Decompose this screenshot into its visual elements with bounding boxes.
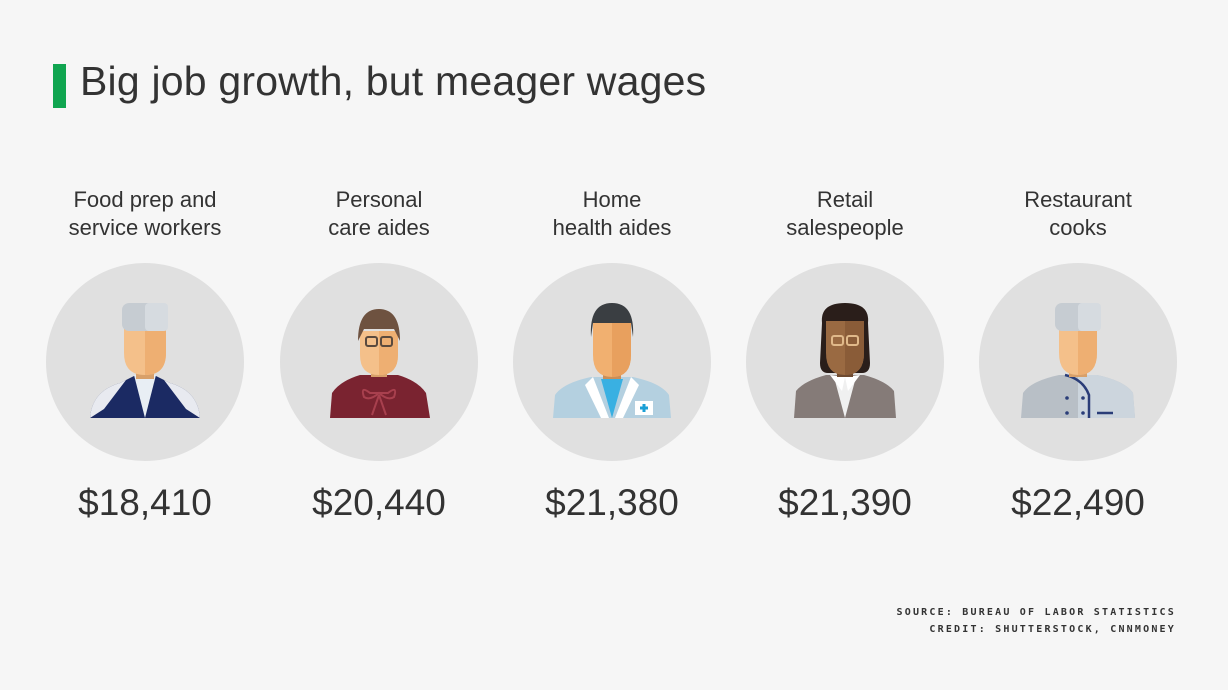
page-title: Big job growth, but meager wages xyxy=(80,58,707,104)
job-label-line1: Restaurant xyxy=(1024,187,1132,212)
saleswoman-icon xyxy=(794,303,896,418)
care-aide-woman-icon xyxy=(330,309,430,418)
chef-worker-icon xyxy=(90,303,200,418)
avatar xyxy=(513,263,711,461)
wage-value: $22,490 xyxy=(1011,482,1145,523)
job-label: Personal care aides xyxy=(262,186,496,242)
job-label: Home health aides xyxy=(495,186,729,242)
avatar xyxy=(46,263,244,461)
job-label-line1: Food prep and xyxy=(73,187,217,212)
job-label-line2: cooks xyxy=(1049,215,1107,240)
credits: Source: Bureau of Labor Statistics Credi… xyxy=(897,604,1177,638)
title-accent-bar xyxy=(53,64,66,108)
wage-value: $20,440 xyxy=(312,482,446,523)
job-label: Retail salespeople xyxy=(728,186,962,242)
wage-value: $21,380 xyxy=(545,482,679,523)
job-label-line2: care aides xyxy=(328,215,430,240)
job-label-line2: service workers xyxy=(68,215,222,240)
wage-value: $18,410 xyxy=(78,482,212,523)
source-text: Source: Bureau of Labor Statistics xyxy=(896,607,1176,618)
job-label-line1: Home xyxy=(582,187,642,212)
job-label: Food prep and service workers xyxy=(28,186,262,242)
health-aide-icon xyxy=(553,303,671,418)
avatar xyxy=(746,263,944,461)
job-label-line1: Personal xyxy=(335,187,423,212)
wage-value: $21,390 xyxy=(778,482,912,523)
credit-text: Credit: Shutterstock, CNNMoney xyxy=(929,624,1176,635)
job-label-line1: Retail xyxy=(816,187,874,212)
job-label: Restaurant cooks xyxy=(961,186,1195,242)
avatar xyxy=(979,263,1177,461)
restaurant-cook-icon xyxy=(1021,303,1135,418)
avatar xyxy=(280,263,478,461)
job-label-line2: salespeople xyxy=(786,215,904,240)
job-label-line2: health aides xyxy=(552,215,672,240)
